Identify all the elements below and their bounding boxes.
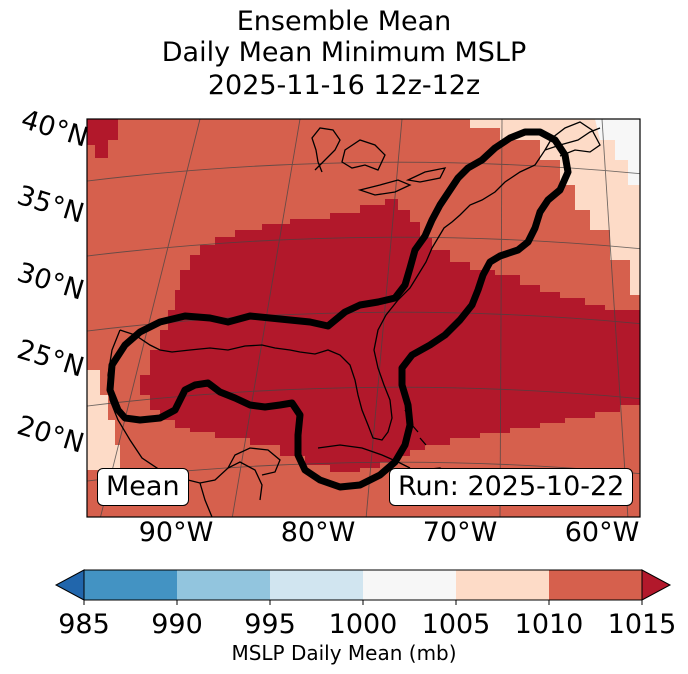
colorbar-tick-label-4: 1005 bbox=[422, 609, 491, 640]
coast-great-lakes-3 bbox=[357, 179, 412, 196]
coast-great-lakes-2 bbox=[341, 139, 386, 171]
run-badge: Run: 2025-10-22 bbox=[389, 468, 634, 506]
colorbar-tick-label-3: 1000 bbox=[329, 609, 398, 640]
lat-labels: 40°N 35°N 30°N 25°N 20°N bbox=[13, 104, 91, 460]
colorbar-tick-label-0: 985 bbox=[58, 609, 110, 640]
map-frame bbox=[86, 118, 641, 518]
coast-great-lakes-4 bbox=[405, 167, 447, 183]
lat-label-3: 25°N bbox=[13, 334, 87, 384]
colorbar-bin-1 bbox=[177, 570, 270, 600]
chart-title-line-2: Daily Mean Minimum MSLP bbox=[161, 37, 527, 68]
grid-lon-90 bbox=[100, 119, 201, 517]
colorbar-under-extension bbox=[54, 569, 85, 601]
coast-central-america bbox=[199, 482, 213, 517]
field-1000-1005 bbox=[595, 119, 640, 185]
lat-label-4: 20°N bbox=[13, 410, 87, 460]
colorbar-bin-5 bbox=[549, 570, 642, 600]
grid-lat-40 bbox=[20, 81, 688, 110]
map-area bbox=[20, 81, 688, 517]
colorbar-label: MSLP Daily Mean (mb) bbox=[231, 641, 457, 665]
colorbar-tick-label-2: 995 bbox=[244, 609, 296, 640]
coast-yucatan bbox=[227, 447, 281, 476]
grid-lat-30 bbox=[87, 236, 640, 257]
lon-label-1: 80°W bbox=[281, 517, 356, 548]
colorbar-tick-label-6: 1015 bbox=[608, 609, 677, 640]
colorbar-bin-0 bbox=[84, 570, 177, 600]
lat-label-2: 30°N bbox=[13, 257, 87, 307]
chart-title-line-3: 2025-11-16 12z-12z bbox=[207, 70, 481, 101]
lon-label-0: 90°W bbox=[139, 517, 214, 548]
colorbar-bin-2 bbox=[270, 570, 363, 600]
colorbar-tick-label-5: 1010 bbox=[515, 609, 584, 640]
coast-cuba bbox=[317, 444, 411, 469]
field-above-1015-northwest bbox=[87, 119, 118, 158]
grid-lon-50 bbox=[601, 119, 629, 517]
mean-badge: Mean bbox=[97, 468, 189, 506]
chart-title-line-1: Ensemble Mean bbox=[236, 6, 452, 37]
coast-great-lakes-1 bbox=[311, 127, 341, 173]
lon-label-2: 70°W bbox=[423, 517, 498, 548]
grid-lat-25 bbox=[87, 311, 640, 332]
field-1005-1010-northeast bbox=[455, 119, 640, 295]
coast-maritimes bbox=[544, 121, 601, 157]
colorbar-over-extension bbox=[641, 569, 672, 601]
colorbar-bin-4 bbox=[456, 570, 549, 600]
mslp-contour bbox=[106, 128, 572, 491]
grid-lat-35 bbox=[87, 161, 640, 182]
colorbar: 985 990 995 1000 1005 1010 1015 bbox=[54, 569, 677, 640]
colorbar-tick-label-1: 990 bbox=[151, 609, 203, 640]
lat-label-0: 40°N bbox=[17, 104, 91, 154]
lon-label-3: 60°W bbox=[565, 517, 640, 548]
lon-labels: 90°W 80°W 70°W 60°W bbox=[139, 517, 640, 548]
coast-gulf-us bbox=[119, 127, 601, 441]
lat-label-1: 35°N bbox=[13, 180, 87, 230]
colorbar-bin-3 bbox=[363, 570, 456, 600]
field-1005-1010-southwest bbox=[87, 370, 120, 470]
